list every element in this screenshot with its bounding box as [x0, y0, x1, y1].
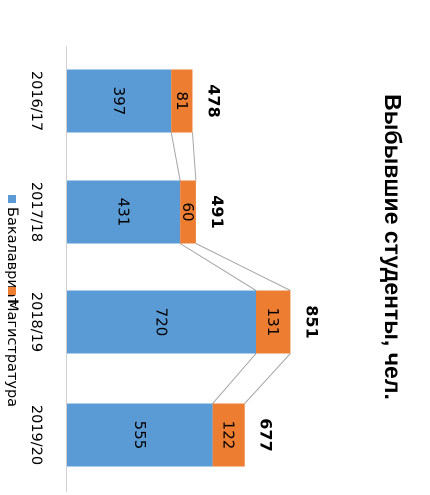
- bars: [66, 69, 291, 467]
- connector-lines: [170, 132, 291, 404]
- x-tick-label: 2016/17: [28, 71, 44, 131]
- connector-line: [212, 353, 257, 404]
- bar-segment-master: [212, 403, 245, 467]
- chart-title: Выбывшие студенты, чел.: [380, 94, 406, 400]
- x-tick-label: 2018/19: [28, 292, 44, 352]
- bar-segment-master: [255, 290, 291, 354]
- total-value-label: 491: [208, 195, 227, 228]
- bar-value-label: 397: [110, 87, 128, 116]
- bar-segment-bachelor: [67, 290, 256, 354]
- connector-line: [179, 243, 257, 291]
- bar-value-label: 81: [173, 91, 191, 110]
- legend-label: Бакалавриат: [4, 207, 20, 307]
- legend-swatch: [8, 287, 16, 295]
- data-labels: 397 81 431 60 720 131 555 122: [110, 87, 282, 450]
- connector-line: [191, 132, 197, 181]
- bar-segment-bachelor: [67, 180, 181, 244]
- bar-value-label: 431: [115, 198, 133, 227]
- bar-segment-master: [171, 69, 193, 133]
- bar-value-label: 122: [220, 421, 238, 450]
- bar-value-label: 555: [131, 421, 149, 450]
- connector-line: [170, 132, 181, 181]
- total-value-label: 478: [204, 84, 223, 117]
- legend-label: Магистратура: [4, 299, 20, 407]
- x-tick-label: 2019/20: [28, 405, 44, 465]
- bar-value-label: 720: [153, 308, 171, 337]
- bar-segment-master: [180, 180, 196, 244]
- connector-line: [195, 243, 291, 291]
- connector-line: [244, 353, 291, 404]
- x-tick-label: 2017/18: [28, 182, 44, 242]
- total-value-label: 851: [302, 305, 321, 338]
- total-labels: 478 491 851 677: [204, 84, 321, 451]
- bar-value-label: 60: [179, 202, 197, 221]
- legend-swatch: [8, 195, 16, 203]
- bar-segment-bachelor: [67, 403, 213, 467]
- total-value-label: 677: [257, 418, 276, 451]
- bar-value-label: 131: [264, 308, 282, 337]
- x-axis-tick-labels: 2016/17 2017/18 2018/19 2019/20: [28, 71, 44, 465]
- bar-segment-bachelor: [66, 69, 172, 133]
